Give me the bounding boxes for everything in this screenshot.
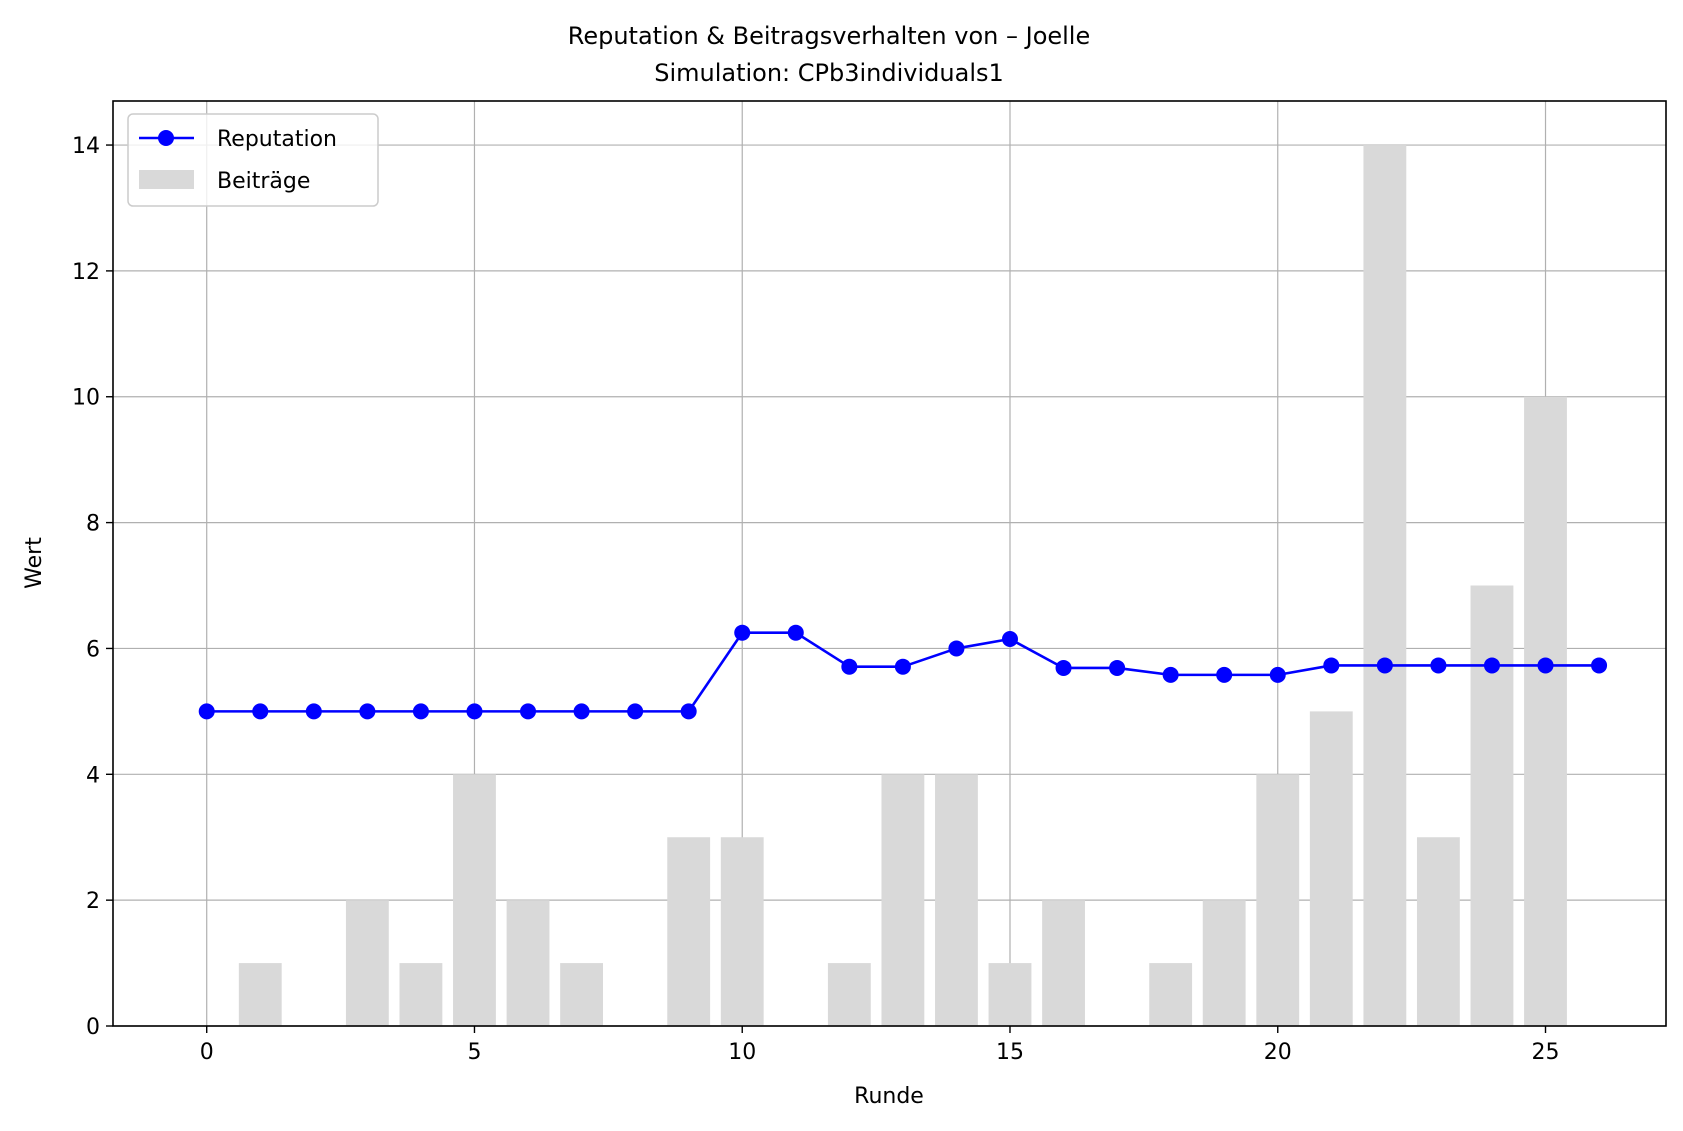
bar [935,774,978,1026]
reputation-point [1430,657,1447,674]
bar [720,837,764,1026]
x-tick-label: 10 [728,1040,756,1065]
reputation-point [1376,657,1393,674]
bar [827,963,871,1026]
bar [1149,963,1193,1026]
legend-marker-swatch [158,130,174,146]
reputation-point [1537,657,1554,674]
reputation-point [1216,666,1233,683]
y-tick-label: 4 [86,763,100,788]
bar [453,774,496,1026]
line-series [198,624,1608,720]
reputation-point [305,703,322,720]
bar [1363,145,1407,1027]
bar [988,963,1032,1026]
reputation-point [573,703,590,720]
bar [881,774,925,1026]
reputation-point [680,703,697,720]
reputation-point [1109,659,1126,676]
reputation-point [412,703,429,720]
bar [667,837,711,1026]
reputation-point [198,703,215,720]
reputation-point [787,624,804,641]
reputation-point [1323,657,1340,674]
legend-bar-swatch [139,170,194,189]
legend-label-reputation: Reputation [217,127,337,152]
reputation-point [1162,666,1179,683]
bar [1309,711,1353,1026]
bar [1202,900,1246,1026]
y-tick-label: 12 [72,260,100,285]
y-tick-label: 14 [72,134,100,159]
reputation-point [520,703,537,720]
y-axis-ticks: 0 2 4 6 8 10 12 14 [72,134,113,1040]
reputation-point [1001,631,1018,648]
reputation-point [734,624,751,641]
chart-title: Reputation & Beitragsverhalten von – Joe… [568,22,1091,50]
x-tick-label: 0 [200,1040,214,1065]
y-tick-label: 2 [86,889,100,914]
reputation-point [1591,657,1608,674]
bar [1416,837,1460,1026]
reputation-point [1483,657,1500,674]
x-tick-label: 25 [1532,1040,1560,1065]
bar [1470,585,1514,1026]
x-tick-label: 20 [1264,1040,1292,1065]
bar [238,963,282,1026]
bar [345,900,389,1026]
reputation-point [1055,659,1072,676]
reputation-point [1269,666,1286,683]
bar-series [238,145,1567,1027]
x-tick-label: 5 [467,1040,481,1065]
reputation-point [252,703,269,720]
bar [560,963,603,1026]
reputation-point [841,658,858,675]
reputation-point [627,703,644,720]
x-axis-label: Runde [854,1084,924,1109]
bar [1042,900,1085,1026]
y-tick-label: 10 [72,386,100,411]
chart-subtitle: Simulation: CPb3individuals1 [654,59,1004,87]
legend-label-beitraege: Beiträge [217,169,310,194]
y-tick-label: 0 [86,1015,100,1040]
reputation-point [894,658,911,675]
x-tick-label: 15 [996,1040,1024,1065]
plot-frame [112,100,1667,1027]
x-axis-ticks: 0 5 10 15 20 25 [200,1026,1560,1065]
y-axis-label: Wert [22,537,47,589]
bar [1256,774,1300,1026]
reputation-point [948,640,965,657]
reputation-point [359,703,376,720]
y-tick-label: 6 [86,637,100,662]
reputation-point [466,703,483,720]
bar [399,963,443,1026]
legend: Reputation Beiträge [127,113,379,207]
y-tick-label: 8 [86,512,100,537]
bar [506,900,550,1026]
bar [1524,396,1567,1026]
